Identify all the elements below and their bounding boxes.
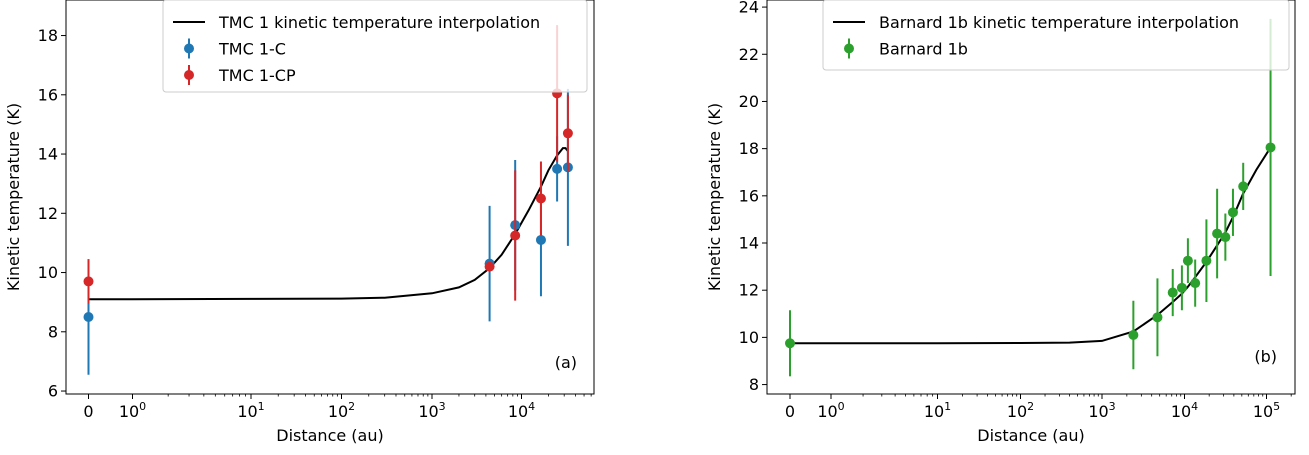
y-tick-label: 22 [739,45,759,64]
x-tick-label: 102 [328,400,355,421]
x-tick-exponent: 0 [838,400,845,413]
x-tick-exponent: 3 [1109,400,1116,413]
panel-label: (b) [1254,347,1277,366]
x-tick-label: 103 [1088,400,1115,421]
x-tick-base: 10 [418,402,438,421]
y-tick-label: 6 [48,382,58,401]
x-tick-base: 10 [119,402,139,421]
x-axis-label: Distance (au) [276,426,383,445]
x-tick-label: 100 [817,400,844,421]
y-tick-label: 8 [48,322,58,341]
x-tick-label: 100 [119,400,146,421]
interpolation-curve [790,146,1272,345]
x-tick-base: 0 [785,402,795,421]
x-tick-exponent: 3 [439,400,446,413]
legend-series-marker [844,43,854,54]
x-axis-label: Distance (au) [977,426,1084,445]
x-tick-base: 0 [83,402,93,421]
x-tick-exponent: 0 [139,400,146,413]
data-point [83,311,94,322]
x-tick-base: 10 [1253,402,1273,421]
data-point [785,338,795,349]
x-tick-base: 10 [1007,402,1027,421]
panel-b: 0 100 101 102 103 104 10581012141618202224Dist… [705,0,1296,445]
y-tick-label: 10 [38,263,58,282]
data-point [1201,255,1212,266]
legend-series-marker [184,70,194,80]
data-point [552,163,563,174]
y-tick-label: 10 [739,328,759,347]
x-tick-exponent: 2 [348,400,355,413]
y-tick-label: 16 [38,85,58,104]
x-tick-label: 102 [1007,400,1034,421]
y-tick-label: 12 [739,281,759,300]
data-point [1176,282,1187,293]
x-tick-label: 101 [237,400,264,421]
y-axis-label: Kinetic temperature (K) [705,103,724,291]
x-tick-exponent: 1 [258,400,265,413]
x-tick-exponent: 5 [1273,400,1280,413]
x-tick-exponent: 1 [944,400,951,413]
legend-box [162,0,588,93]
y-tick-label: 14 [739,234,759,253]
data-point [1220,232,1231,243]
x-tick-base: 10 [237,402,257,421]
legend-curve-label: Barnard 1b kinetic temperature interpola… [879,13,1239,32]
data-point [1212,228,1223,239]
x-tick-base: 10 [1088,402,1108,421]
legend-box [822,0,1290,71]
data-point [1128,330,1139,341]
y-axis-label: Kinetic temperature (K) [4,103,23,291]
legend-series-label: TMC 1-CP [218,66,296,85]
x-tick-label: 101 [924,400,951,421]
axes-frame [766,0,1296,395]
legend-curve-label: TMC 1 kinetic temperature interpolation [218,13,540,32]
y-tick-label: 24 [739,0,759,17]
legend-series-label: TMC 1-C [218,40,286,59]
y-tick-label: 20 [739,92,759,111]
y-tick-label: 14 [38,145,58,164]
data-point [1167,287,1178,298]
x-tick-base: 10 [817,402,837,421]
x-tick-label: 104 [1171,400,1198,421]
y-tick-label: 16 [739,186,759,205]
data-point [1265,142,1276,153]
data-point [1152,312,1163,323]
x-tick-exponent: 4 [1191,400,1198,413]
legend-series-marker [184,43,194,54]
x-tick-label: 104 [508,400,535,421]
panel-label: (a) [555,353,577,372]
x-tick-base: 10 [1171,402,1191,421]
x-tick-label: 0 [83,402,93,421]
x-tick-label: 0 [785,402,795,421]
y-tick-label: 18 [38,26,58,45]
x-tick-base: 10 [508,402,528,421]
x-tick-exponent: 2 [1027,400,1034,413]
legend-series-label: Barnard 1b [879,40,968,59]
data-point [535,234,546,245]
x-tick-label: 103 [418,400,445,421]
data-point [1227,207,1238,218]
x-tick-base: 10 [328,402,348,421]
axes-frame [65,0,595,395]
y-tick-label: 18 [739,139,759,158]
data-point [1182,255,1193,266]
x-tick-label: 105 [1253,400,1280,421]
data-point [535,193,546,204]
y-tick-label: 12 [38,204,58,223]
data-point [1190,278,1201,289]
data-point [510,230,521,241]
data-point [1238,181,1249,192]
x-tick-exponent: 4 [528,400,535,413]
y-tick-label: 8 [749,375,759,394]
data-point [562,128,573,139]
x-tick-base: 10 [924,402,944,421]
data-point [83,276,94,287]
interpolation-curve [88,147,569,301]
data-point [484,261,495,272]
